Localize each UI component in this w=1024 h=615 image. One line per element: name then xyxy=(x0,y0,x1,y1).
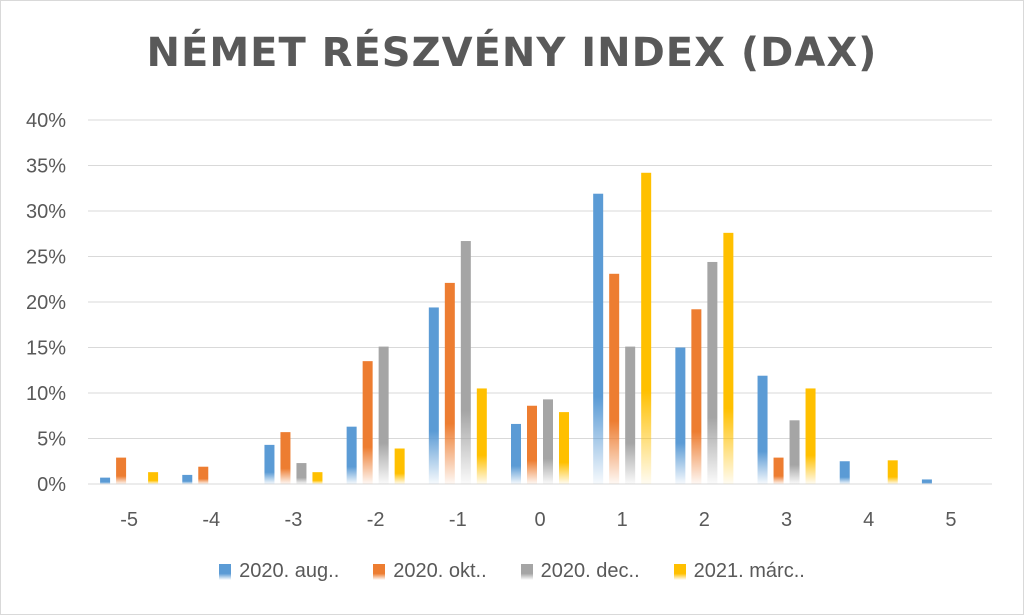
y-tick-label: 20% xyxy=(26,292,66,314)
legend-label: 2020. okt.. xyxy=(393,560,487,582)
x-tick-label: 2 xyxy=(699,509,710,531)
bar xyxy=(511,423,521,484)
gridlines xyxy=(88,119,992,485)
y-tick-label: 40% xyxy=(26,110,66,132)
bars xyxy=(100,172,932,484)
bar xyxy=(593,193,604,484)
bar xyxy=(296,463,307,484)
legend-swatch xyxy=(373,563,386,580)
legend-swatch xyxy=(219,563,232,580)
x-axis-ticks: -5 -4 -3 -2 -1 0 1 2 3 4 5 xyxy=(120,509,956,531)
bar xyxy=(757,375,768,484)
bar xyxy=(378,346,389,484)
bar xyxy=(476,388,487,484)
bar xyxy=(527,405,537,484)
legend-item: 2021. márc.. xyxy=(673,560,805,583)
legend-label: 2020. dec.. xyxy=(540,560,640,582)
y-tick-label: 0% xyxy=(37,474,66,496)
bar xyxy=(839,461,850,484)
x-tick-label: -5 xyxy=(120,509,138,531)
x-tick-label: -2 xyxy=(367,509,385,531)
bar xyxy=(346,426,357,484)
legend-label: 2021. márc.. xyxy=(693,560,805,582)
legend-label: 2020. aug.. xyxy=(239,560,340,582)
legend-item: 2020. dec.. xyxy=(520,560,640,583)
bar xyxy=(641,172,652,484)
bar xyxy=(805,388,816,484)
y-tick-label: 25% xyxy=(26,247,66,269)
legend-item: 2020. aug.. xyxy=(219,560,339,583)
bar xyxy=(609,273,620,484)
bar xyxy=(198,466,209,484)
x-tick-label: 5 xyxy=(945,509,956,531)
legend-item: 2020. okt.. xyxy=(373,560,487,583)
bar xyxy=(675,347,686,484)
x-tick-label: 1 xyxy=(617,509,628,531)
bar xyxy=(264,444,275,484)
bar xyxy=(444,282,455,484)
x-tick-label: -4 xyxy=(202,509,220,531)
y-tick-label: 30% xyxy=(26,201,66,223)
bar xyxy=(559,412,569,484)
x-tick-label: 4 xyxy=(863,509,874,531)
legend-swatch xyxy=(520,563,533,580)
x-tick-label: -1 xyxy=(449,509,467,531)
bar xyxy=(691,309,702,484)
bar xyxy=(100,477,111,484)
bar xyxy=(428,307,439,484)
bar xyxy=(460,241,471,484)
y-tick-label: 5% xyxy=(37,429,66,451)
x-tick-label: 0 xyxy=(534,509,545,531)
bar xyxy=(148,472,159,484)
bar xyxy=(789,420,800,484)
bar xyxy=(921,479,932,484)
bar xyxy=(887,460,898,484)
bar xyxy=(362,361,373,484)
y-tick-label: 35% xyxy=(26,156,66,178)
bar xyxy=(773,457,784,484)
bar xyxy=(280,432,291,484)
x-tick-label: -3 xyxy=(285,509,303,531)
y-tick-label: 10% xyxy=(26,383,66,405)
bar xyxy=(394,448,405,484)
y-axis-ticks: 0% 5% 10% 15% 20% 25% 30% 35% 40% xyxy=(26,110,66,496)
bar xyxy=(182,474,193,484)
bar xyxy=(312,472,323,484)
bar xyxy=(116,457,127,484)
chart-title: NÉMET RÉSZVÉNY INDEX (DAX) xyxy=(146,30,878,76)
legend: 2020. aug.. 2020. okt.. 2020. dec.. 2021. m… xyxy=(0,560,1024,583)
bar xyxy=(543,399,553,484)
bar xyxy=(723,232,734,484)
legend-swatch xyxy=(673,563,686,580)
bar xyxy=(707,261,718,484)
y-tick-label: 15% xyxy=(26,338,66,360)
x-tick-label: 3 xyxy=(781,509,792,531)
bar xyxy=(625,346,636,484)
